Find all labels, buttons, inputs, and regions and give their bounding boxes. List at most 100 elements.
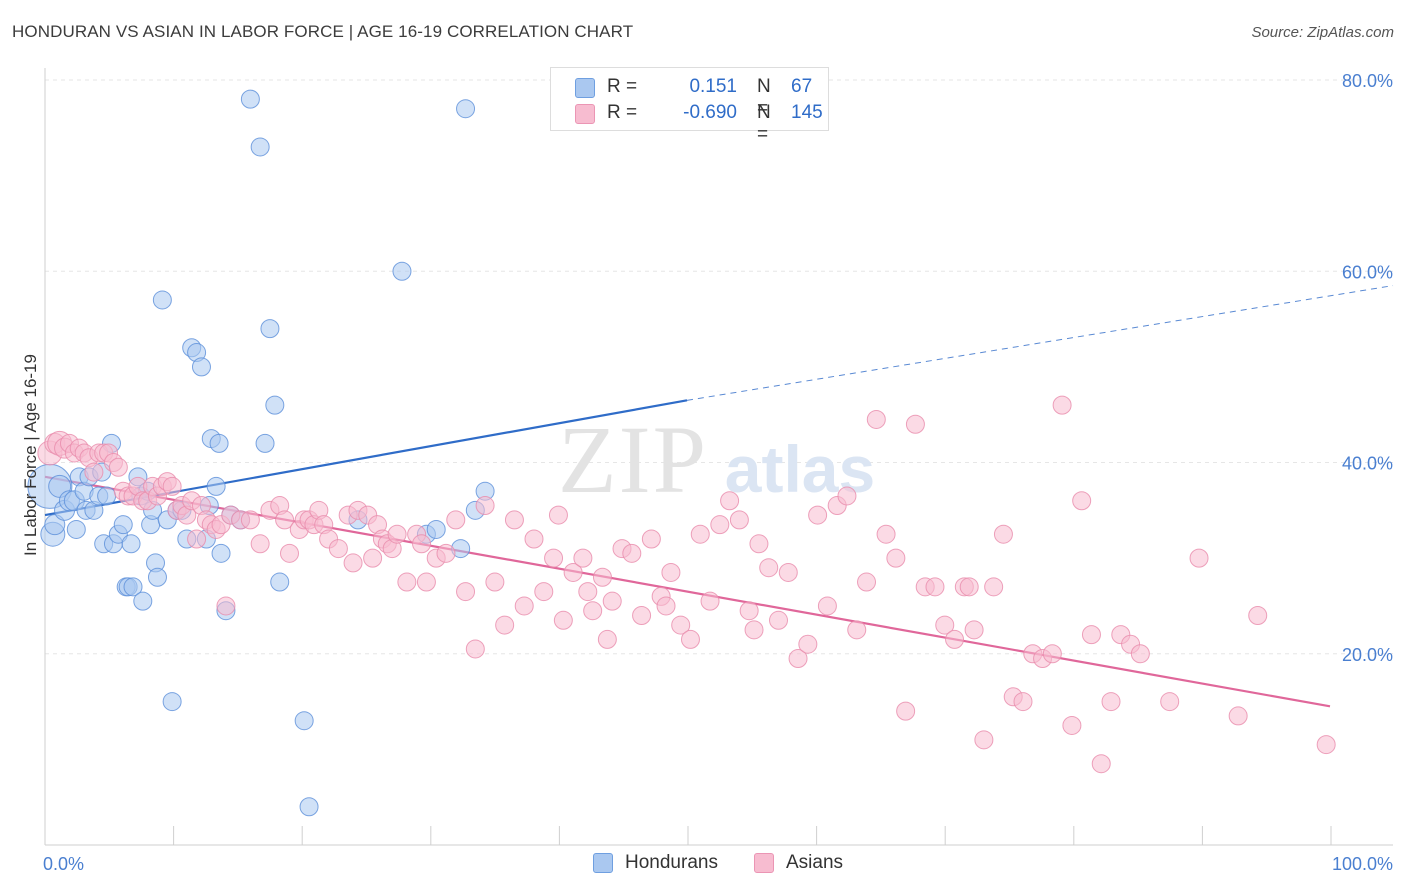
point-asian [661, 562, 681, 582]
y-axis-label: In Labor Force | Age 16-19 [21, 354, 40, 556]
point-asian [896, 701, 916, 721]
point-honduran [191, 357, 211, 377]
point-asian [1228, 706, 1248, 726]
legend-r-label: R = [607, 102, 638, 123]
point-honduran [206, 476, 226, 496]
legend-label-hondurans: Hondurans [625, 852, 718, 873]
point-asian [548, 505, 568, 525]
point-asian [275, 510, 295, 530]
point-asian [84, 462, 104, 482]
point-asian [959, 577, 979, 597]
point-honduran [260, 319, 280, 339]
watermark: ZIP atlas [558, 406, 875, 513]
point-asian [710, 515, 730, 535]
point-asian [485, 572, 505, 592]
trend-line-hondurans-extension [686, 285, 1394, 401]
point-asian [744, 620, 764, 640]
point-asian [837, 486, 857, 506]
point-honduran [133, 591, 153, 611]
point-honduran [123, 577, 143, 597]
point-asian [162, 476, 182, 496]
y-tick-label: 60.0% [1342, 262, 1393, 282]
legend-swatch-asians [754, 853, 774, 873]
point-asian [1062, 715, 1082, 735]
point-honduran [240, 89, 260, 109]
point-asian [671, 615, 691, 635]
point-honduran [299, 797, 319, 817]
point-asian [729, 510, 749, 530]
point-asian [1072, 491, 1092, 511]
point-asian [656, 596, 676, 616]
point-honduran [121, 534, 141, 554]
stats-legend: R = 0.151 N = 67 R = -0.690 N = 145 [550, 67, 829, 145]
point-asian [1130, 644, 1150, 664]
point-honduran [113, 515, 133, 535]
point-asian [876, 524, 896, 544]
point-asian [808, 505, 828, 525]
point-honduran [209, 433, 229, 453]
point-honduran [97, 486, 117, 506]
legend-r-label: R = [607, 76, 638, 97]
point-asian [759, 558, 779, 578]
legend-n-label: N = [757, 102, 771, 145]
point-asian [700, 591, 720, 611]
point-asian [1316, 735, 1336, 755]
point-honduran [426, 519, 446, 539]
legend-r-value: 0.151 [689, 76, 737, 97]
point-asian [622, 543, 642, 563]
trend-line-asians [44, 475, 1331, 708]
point-honduran [392, 261, 412, 281]
point-asian [817, 596, 837, 616]
point-asian [1013, 692, 1033, 712]
point-asian [592, 567, 612, 587]
point-asian [1042, 644, 1062, 664]
point-asian [690, 524, 710, 544]
point-honduran [211, 543, 231, 563]
point-asian [964, 620, 984, 640]
x-tick-label: 0.0% [43, 854, 84, 874]
y-tick-label: 20.0% [1342, 645, 1393, 665]
point-asian [412, 534, 432, 554]
data-points [27, 89, 1336, 817]
point-asian [328, 539, 348, 559]
grid-lines [45, 79, 1393, 655]
point-asian [788, 649, 808, 669]
point-asian [778, 562, 798, 582]
point-asian [641, 529, 661, 549]
point-asian [187, 529, 207, 549]
point-asian [578, 582, 598, 602]
point-asian [240, 510, 260, 530]
point-asian [798, 634, 818, 654]
point-asian [739, 601, 759, 621]
point-asian [534, 582, 554, 602]
point-asian [250, 534, 270, 554]
legend-n-value: 145 [791, 102, 823, 123]
point-honduran [456, 99, 476, 119]
point-asian [573, 548, 593, 568]
legend-n-value: 67 [791, 76, 813, 97]
point-asian [475, 496, 495, 516]
point-asian [436, 543, 456, 563]
legend-swatch-asians [575, 104, 595, 124]
point-asian [632, 606, 652, 625]
point-asian [563, 562, 583, 582]
point-asian [1091, 754, 1111, 774]
point-asian [363, 548, 383, 568]
point-asian [680, 629, 700, 649]
point-asian [945, 629, 965, 649]
point-asian [905, 414, 925, 434]
point-asian [514, 596, 534, 616]
point-asian [280, 543, 299, 563]
point-asian [416, 572, 436, 592]
point-asian [1189, 548, 1209, 568]
watermark-zip: ZIP [558, 406, 708, 513]
point-asian [456, 582, 476, 602]
tick-labels: 20.0% 40.0% 60.0% 80.0% 0.0% 100.0% [43, 71, 1393, 874]
point-asian [1101, 692, 1121, 712]
point-asian [847, 620, 867, 640]
point-asian [524, 529, 544, 549]
point-asian [504, 510, 524, 530]
point-asian [1081, 625, 1101, 645]
point-asian [602, 591, 622, 611]
